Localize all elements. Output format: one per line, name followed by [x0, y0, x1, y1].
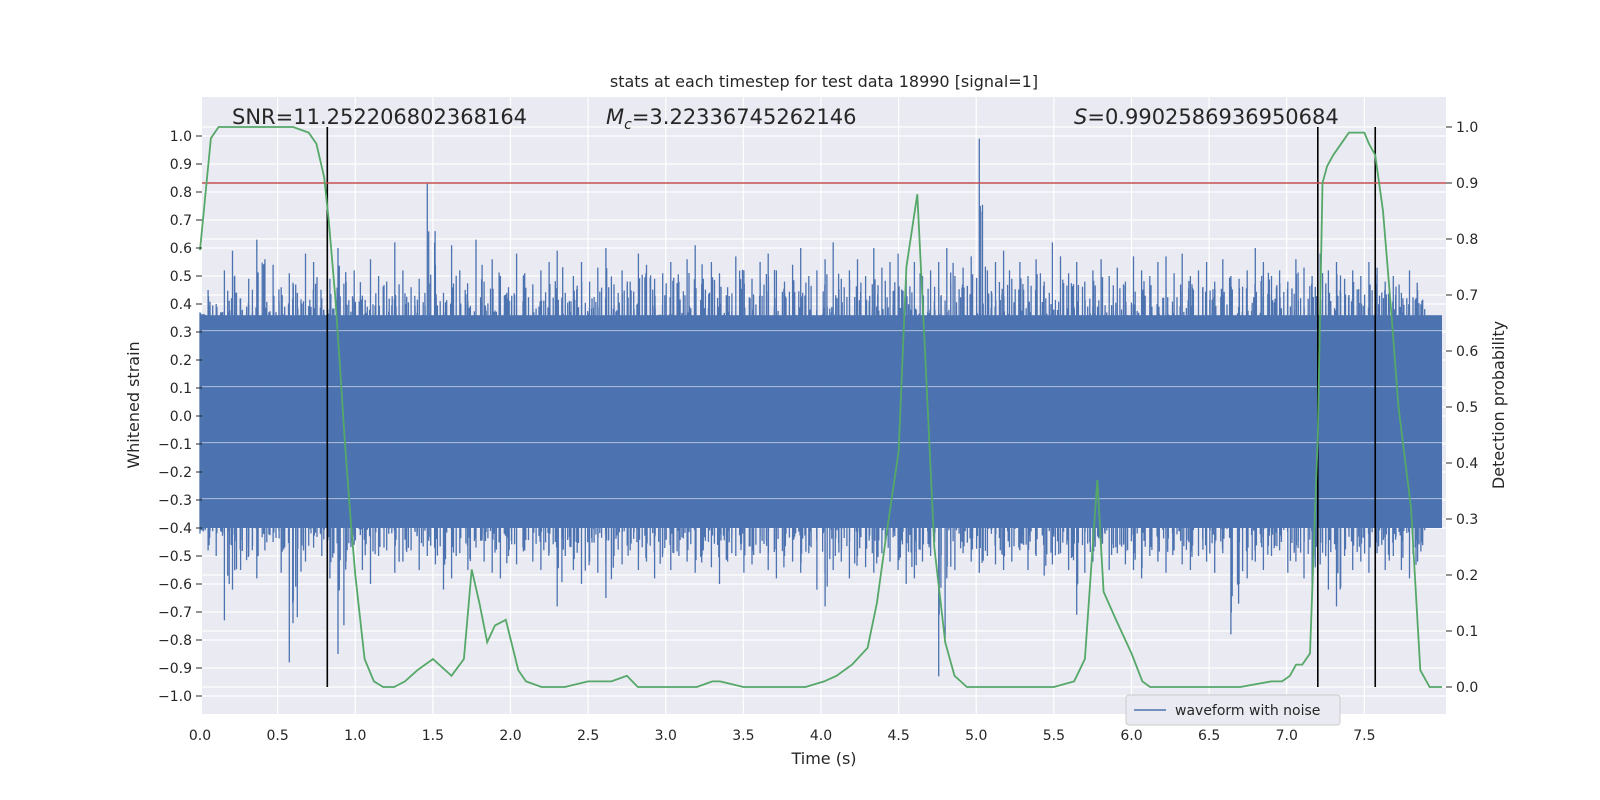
y-tick-label: 0.7: [170, 213, 192, 229]
mc-subscript: c: [624, 117, 632, 133]
x-tick-label: 5.5: [1043, 728, 1065, 744]
probability-line: [199, 126, 1442, 688]
y2-tick-label: 0.2: [1456, 568, 1478, 584]
y-tick-label: 0.4: [170, 297, 192, 313]
waveform-series: [200, 139, 1446, 677]
y-tick-label: 0.9: [170, 157, 192, 173]
s-annotation: S=0.9902586936950684: [1074, 105, 1339, 129]
x-tick-label: 6.5: [1198, 728, 1220, 744]
y2-tick-label: 0.1: [1456, 624, 1478, 640]
s-value: =0.9902586936950684: [1087, 105, 1338, 129]
x-tick-label: 2.0: [499, 728, 521, 744]
y2-tick-label: 0.4: [1456, 456, 1478, 472]
x-tick-label: 1.5: [422, 728, 444, 744]
y-tick-label: 0.0: [170, 409, 192, 425]
y-tick-label: 0.5: [170, 269, 192, 285]
chart-title: stats at each timestep for test data 189…: [610, 72, 1038, 91]
x-tick-label: 7.5: [1353, 728, 1375, 744]
mc-value: =3.22336745262146: [632, 105, 857, 129]
y-tick-labels: 1.0 0.9 0.8 0.7 0.6 0.5 0.4 0.3 0.2 0.1 0.0 −0.1 −0.…: [158, 129, 202, 705]
legend-label: waveform with noise: [1175, 703, 1320, 719]
y2-tick-label: 0.8: [1456, 232, 1478, 248]
y2-tick-label: 0.0: [1456, 680, 1478, 696]
y-tick-label: −0.9: [158, 661, 192, 677]
y-tick-label: 0.8: [170, 185, 192, 201]
y2-tick-label: 0.7: [1456, 288, 1478, 304]
y2-tick-label: 0.5: [1456, 400, 1478, 416]
y-tick-label: −0.4: [158, 521, 192, 537]
x-tick-label: 6.0: [1120, 728, 1142, 744]
y2-tick-label: 0.3: [1456, 512, 1478, 528]
y-tick-label: −0.3: [158, 493, 192, 509]
x-axis-label: Time (s): [790, 749, 856, 768]
y2-tick-label: 1.0: [1456, 120, 1478, 136]
y-tick-label: 0.2: [170, 353, 192, 369]
waveform-band: [200, 315, 1442, 528]
y-tick-label: −0.2: [158, 465, 192, 481]
s-symbol: S: [1074, 105, 1087, 129]
x-tick-label: 4.0: [810, 728, 832, 744]
probability-series: [199, 126, 1442, 688]
y-tick-label: −1.0: [158, 689, 192, 705]
x-tick-label: 5.0: [965, 728, 987, 744]
y-tick-label: 0.1: [170, 381, 192, 397]
x-tick-label: 3.5: [732, 728, 754, 744]
x-tick-label: 3.0: [655, 728, 677, 744]
y-tick-label: −0.7: [158, 605, 192, 621]
mc-symbol: M: [606, 105, 624, 129]
y-tick-label: −0.8: [158, 633, 192, 649]
x-tick-label: 0.0: [189, 728, 211, 744]
legend-box: [1125, 694, 1341, 726]
y2-tick-label: 0.6: [1456, 344, 1478, 360]
y-tick-label: −0.6: [158, 577, 192, 593]
y2-axis-label: Detection probability: [1489, 321, 1508, 489]
legend: waveform with noise: [1125, 694, 1341, 726]
x-tick-label: 7.0: [1276, 728, 1298, 744]
x-tick-label: 1.0: [344, 728, 366, 744]
snr-annotation: SNR=11.252206802368164: [232, 105, 527, 129]
y2-tick-label: 0.9: [1456, 176, 1478, 192]
x-tick-label: 4.5: [887, 728, 909, 744]
y-tick-label: −0.1: [158, 437, 192, 453]
y-tick-label: 0.6: [170, 241, 192, 257]
x-tick-label: 2.5: [577, 728, 599, 744]
x-tick-labels: 0.0 0.5 1.0 1.5 2.0 2.5 3.0 3.5 4.0 4.5 5.0 5.5 6.0 6…: [189, 728, 1376, 744]
x-tick-label: 0.5: [266, 728, 288, 744]
y-tick-label: −0.5: [158, 549, 192, 565]
mc-annotation: Mc=3.22336745262146: [606, 105, 857, 133]
y2-tick-labels: 1.0 0.9 0.8 0.7 0.6 0.5 0.4 0.3 0.2 0.1 0.0: [1446, 120, 1478, 696]
y-tick-label: 0.3: [170, 325, 192, 341]
y-axis-label: Whitened strain: [124, 341, 143, 468]
y-tick-label: 1.0: [170, 129, 192, 145]
